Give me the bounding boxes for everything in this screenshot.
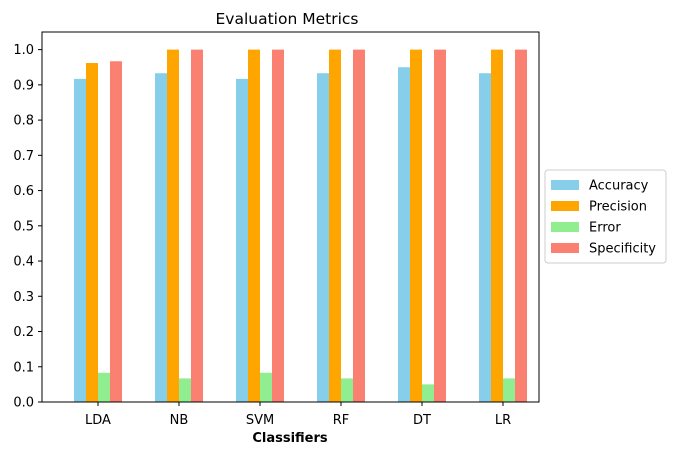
y-tick-label: 0.2: [13, 325, 34, 340]
x-axis: LDA NB SVM RF DT LR: [85, 402, 511, 428]
legend-label-accuracy: Accuracy: [589, 179, 649, 194]
bar-precision-lr: [491, 49, 503, 402]
x-tick-label: DT: [413, 413, 431, 428]
plot-area-frame: [41, 31, 540, 403]
legend-label-error: Error: [589, 221, 621, 236]
bar-accuracy-svm: [236, 78, 248, 402]
bar-error-rf: [341, 378, 353, 402]
x-tick-label: LDA: [85, 413, 111, 428]
bar-error-dt: [422, 384, 434, 402]
legend-swatch-precision: [551, 201, 579, 211]
bar-specificity-svm: [272, 49, 284, 402]
x-tick-label: LR: [495, 413, 511, 428]
bar-error-lda: [98, 372, 110, 402]
y-tick-label: 0.8: [13, 114, 34, 129]
bar-error-nb: [179, 378, 191, 402]
bar-accuracy-dt: [398, 67, 410, 402]
legend-swatch-accuracy: [551, 180, 579, 190]
bar-precision-svm: [248, 49, 260, 402]
y-tick-label: 1.0: [13, 43, 34, 58]
bar-precision-lda: [86, 63, 98, 403]
bar-precision-nb: [167, 49, 179, 402]
y-tick-label: 0.7: [13, 149, 34, 164]
x-axis-title: Classifiers: [252, 431, 328, 446]
y-tick-label: 0.1: [13, 360, 34, 375]
legend-label-precision: Precision: [589, 200, 647, 215]
legend-frame: [544, 169, 667, 264]
bars-group: [74, 49, 527, 403]
bar-precision-dt: [410, 49, 422, 402]
y-tick-label: 0.6: [13, 184, 34, 199]
legend: Accuracy Precision Error Specificity: [544, 169, 667, 264]
bar-specificity-rf: [353, 49, 365, 402]
y-tick-label: 0.5: [13, 219, 34, 234]
bar-specificity-nb: [191, 49, 203, 402]
y-tick-label: 0.9: [13, 78, 34, 93]
x-tick-label: NB: [170, 413, 189, 428]
bar-accuracy-lda: [74, 78, 86, 402]
bar-accuracy-rf: [317, 73, 329, 402]
y-axis: 0.0 0.1 0.2 0.3 0.4 0.5 0.6 0.7 0.8 0.9 1.0: [13, 43, 42, 411]
bar-accuracy-nb: [155, 73, 167, 402]
bar-error-svm: [260, 372, 272, 402]
x-tick-label: RF: [333, 413, 350, 428]
bar-precision-rf: [329, 49, 341, 402]
y-tick-label: 0.0: [13, 396, 34, 411]
bar-accuracy-lr: [479, 73, 491, 402]
bar-error-lr: [503, 378, 515, 402]
y-tick-label: 0.3: [13, 290, 34, 305]
x-tick-label: SVM: [246, 413, 274, 428]
legend-swatch-specificity: [551, 243, 579, 253]
bar-specificity-dt: [434, 49, 446, 402]
bar-specificity-lda: [110, 61, 122, 402]
chart-title: Evaluation Metrics: [216, 10, 359, 28]
legend-label-specificity: Specificity: [589, 242, 656, 257]
bar-specificity-lr: [515, 49, 527, 402]
legend-swatch-error: [551, 222, 579, 232]
y-tick-label: 0.4: [13, 255, 34, 270]
